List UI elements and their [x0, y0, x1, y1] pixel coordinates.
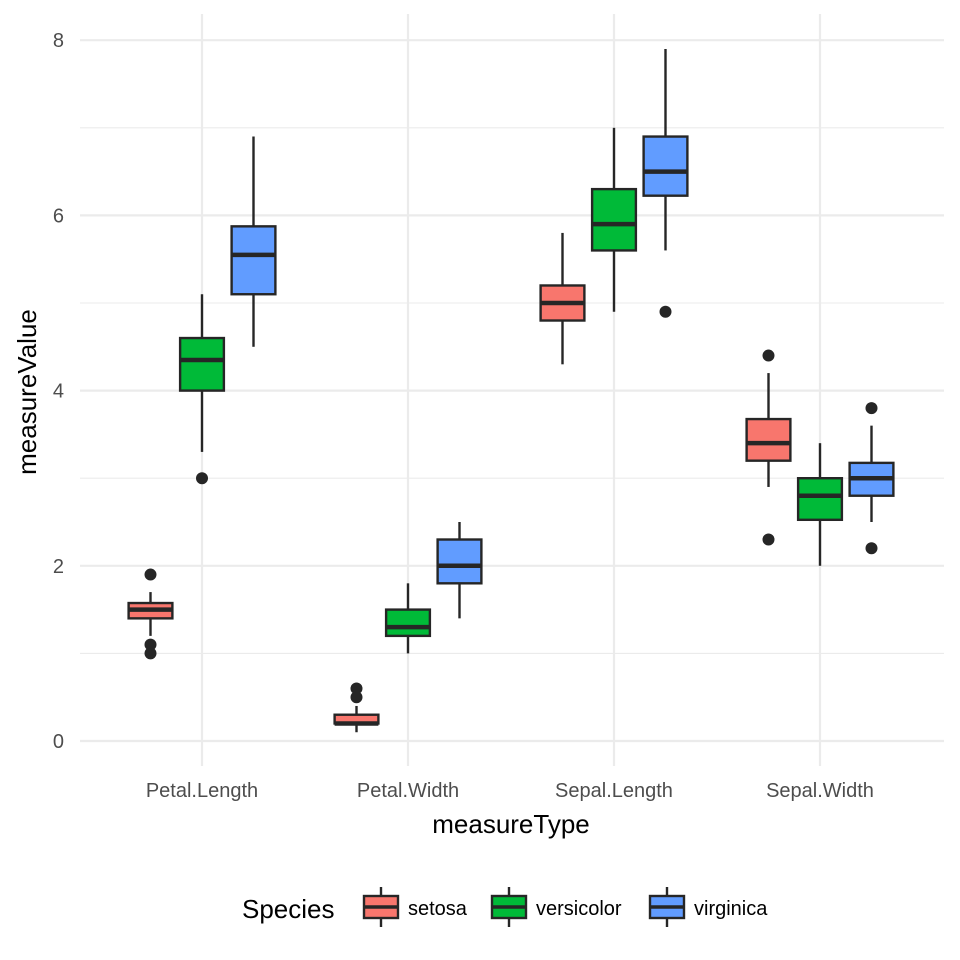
y-tick-label: 2	[53, 556, 64, 578]
box-setosa-Sepal.Length	[539, 232, 586, 365]
outlier-point	[865, 402, 878, 415]
box-versicolor-Petal.Width	[384, 583, 432, 654]
box-versicolor-Petal.Length	[178, 294, 226, 485]
box-iqr	[642, 135, 689, 197]
legend-title: Species	[242, 894, 335, 924]
box-virginica-Petal.Length	[230, 136, 277, 347]
outlier-point	[196, 472, 208, 485]
outlier-point	[350, 682, 363, 695]
box-iqr	[590, 187, 638, 252]
legend-item-virginica: virginica	[648, 887, 768, 927]
outlier-point	[144, 638, 157, 651]
y-tick-label: 6	[53, 205, 64, 227]
box-virginica-Petal.Width	[436, 522, 483, 619]
box-versicolor-Sepal.Width	[796, 443, 844, 566]
x-axis-title: measureType	[432, 809, 590, 839]
y-tick-label: 0	[53, 731, 64, 753]
box-setosa-Sepal.Width	[745, 349, 792, 546]
y-tick-label: 8	[53, 30, 64, 52]
outlier-point	[350, 691, 363, 704]
outlier-point	[659, 305, 672, 318]
outlier-point	[144, 647, 157, 660]
box-iqr	[745, 417, 792, 462]
legend-item-versicolor: versicolor	[490, 887, 622, 927]
box-setosa-Petal.Width	[333, 682, 380, 733]
y-axis-ticks: 0 2 4 6 8	[53, 30, 64, 753]
legend-label: virginica	[694, 898, 768, 920]
legend-item-setosa: setosa	[362, 887, 468, 927]
box-versicolor-Sepal.Length	[590, 127, 638, 312]
box-virginica-Sepal.Width	[848, 402, 895, 555]
box-iqr	[384, 608, 432, 638]
box-setosa-Petal.Length	[127, 568, 174, 660]
outlier-point	[865, 542, 878, 555]
x-tick-label: Sepal.Length	[555, 780, 673, 802]
x-tick-label: Petal.Width	[357, 780, 459, 802]
box-virginica-Sepal.Length	[642, 48, 689, 318]
outlier-point	[144, 568, 157, 581]
box-iqr	[230, 225, 277, 296]
outlier-point	[762, 533, 775, 546]
y-axis-title: measureValue	[12, 309, 42, 475]
legend: Species setosa versicolor virginica	[242, 887, 768, 927]
box-iqr	[178, 336, 226, 392]
x-tick-label: Sepal.Width	[766, 780, 874, 802]
legend-label: versicolor	[536, 898, 622, 920]
x-axis-ticks: Petal.Length Petal.Width Sepal.Length Sepal…	[146, 780, 874, 802]
legend-label: setosa	[408, 898, 468, 920]
x-tick-label: Petal.Length	[146, 780, 258, 802]
box-iqr	[796, 477, 844, 522]
box-iqr	[436, 538, 483, 585]
y-tick-label: 4	[53, 381, 64, 403]
boxplot-marks	[127, 48, 895, 733]
outlier-point	[762, 349, 775, 362]
